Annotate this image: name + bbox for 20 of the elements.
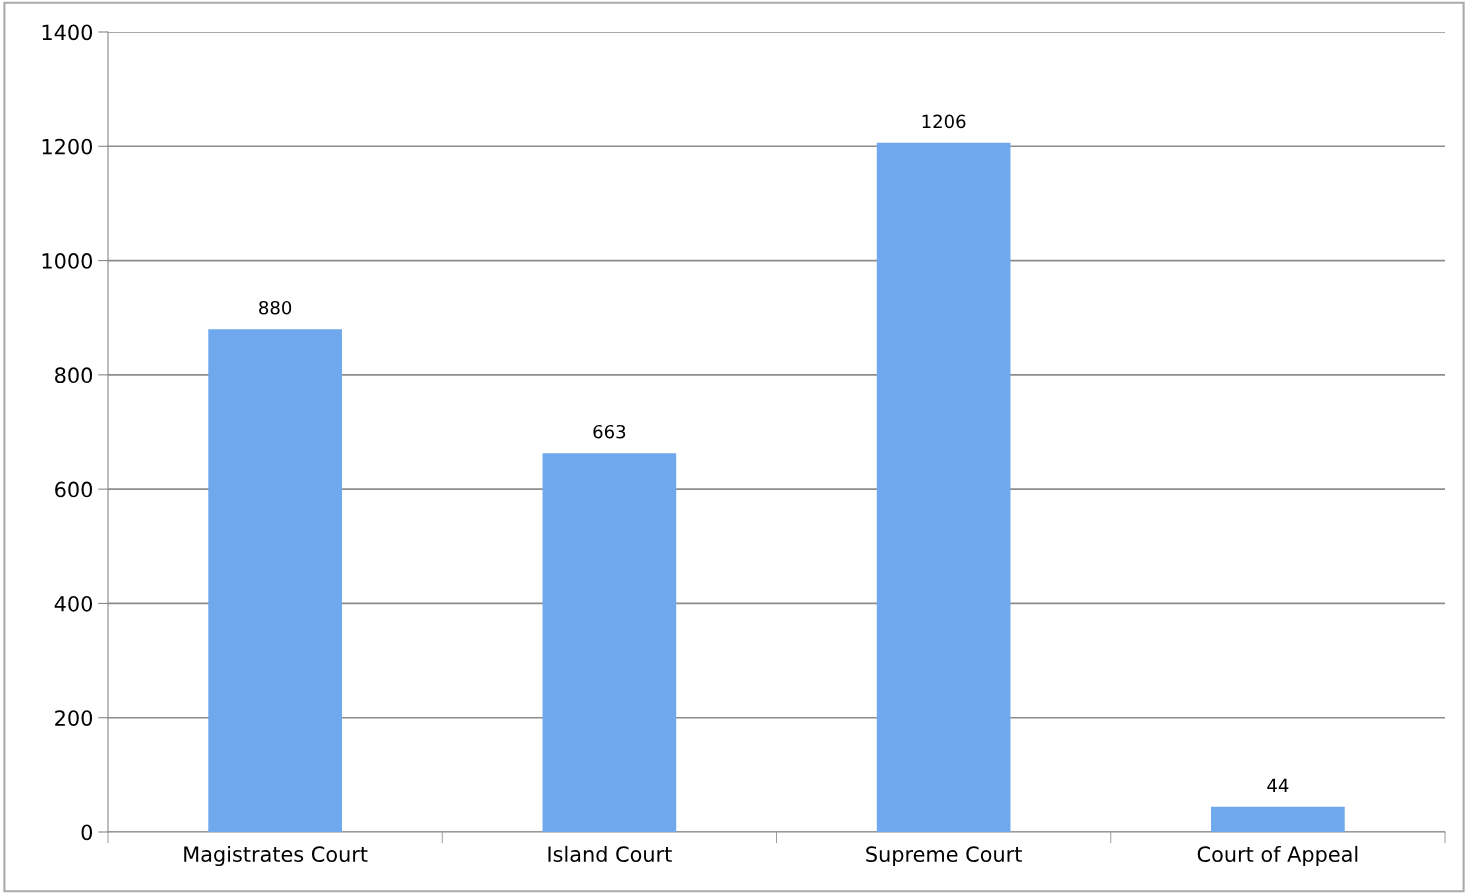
x-tick-label: Magistrates Court [184, 845, 368, 867]
data-label: 663 [593, 424, 626, 439]
y-tick-label: 200 [55, 710, 93, 726]
bar [542, 453, 677, 832]
y-tick-label: 1000 [42, 253, 93, 269]
x-tick-label: Supreme Court [866, 846, 1022, 867]
y-tick-label: 1200 [42, 138, 93, 155]
y-tick-label: 0 [81, 824, 93, 841]
x-tick-label: Court of Appeal [1197, 845, 1358, 867]
x-tick-label: Island Court [548, 845, 672, 863]
y-tick-label: 600 [55, 481, 93, 498]
bar [1211, 806, 1345, 832]
bar [876, 142, 1011, 832]
data-label: 1206 [922, 114, 966, 129]
y-tick-label: 1400 [42, 24, 93, 41]
data-label: 880 [259, 300, 292, 315]
data-label: 44 [1267, 778, 1289, 792]
y-tick-label: 800 [55, 367, 93, 384]
y-tick-label: 400 [54, 595, 93, 612]
bar [208, 329, 342, 832]
